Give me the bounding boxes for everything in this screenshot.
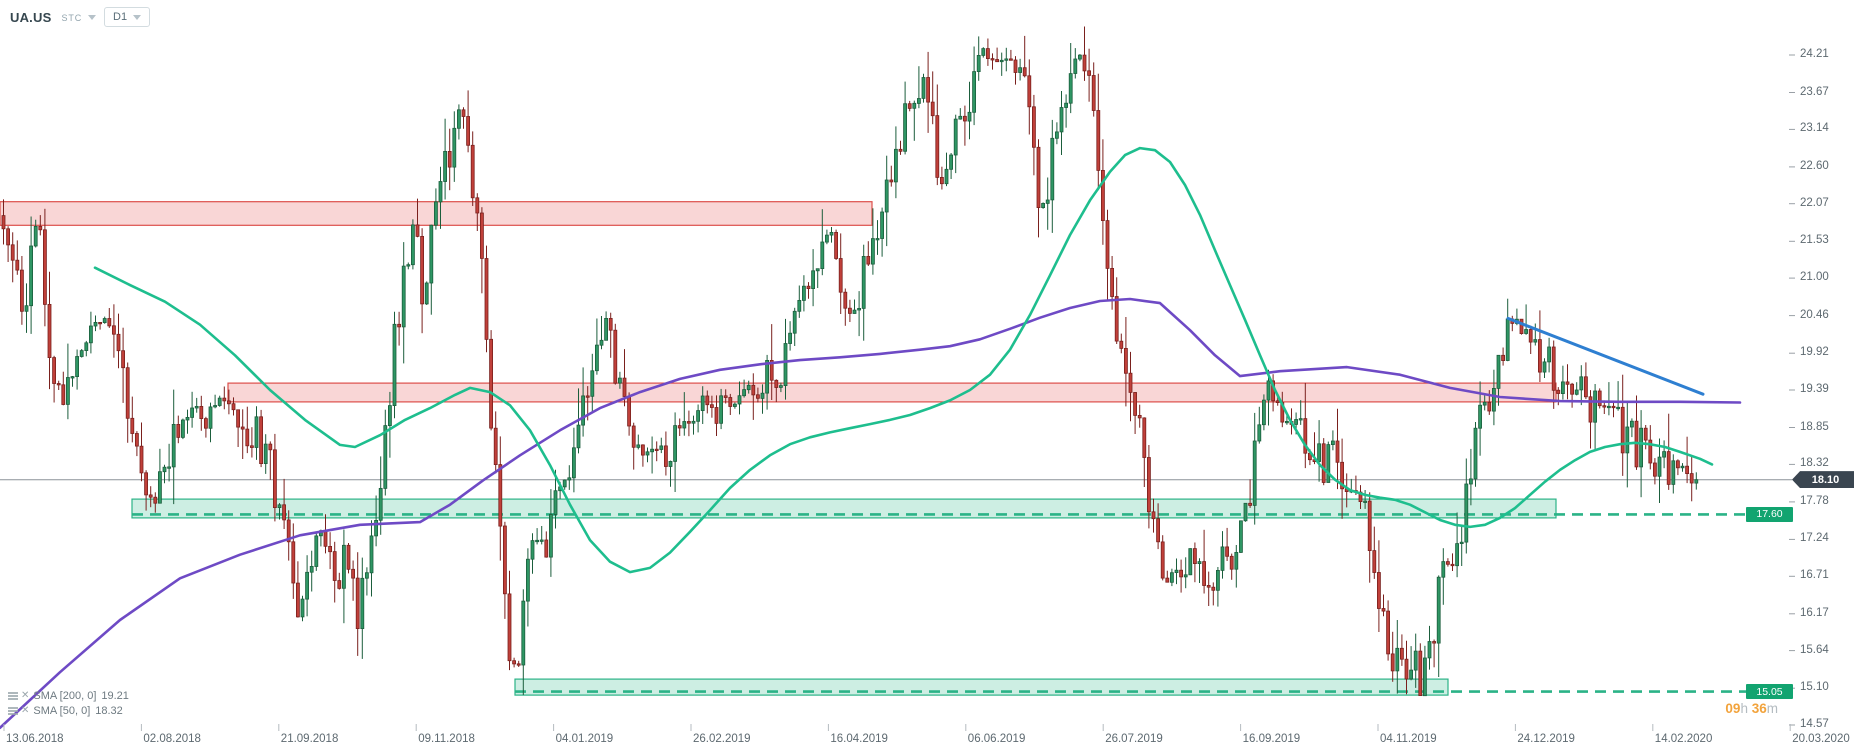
countdown-minutes: 36 bbox=[1751, 701, 1767, 716]
y-axis-tick-label: 23.14 bbox=[1800, 122, 1829, 135]
countdown-minutes-unit: m bbox=[1766, 701, 1778, 716]
x-axis-date-label: 13.06.2018 bbox=[6, 733, 64, 745]
x-axis-date-label: 04.11.2019 bbox=[1380, 733, 1437, 745]
y-axis-tick-label: 17.78 bbox=[1800, 494, 1829, 507]
y-axis-tick-label: 18.85 bbox=[1800, 420, 1829, 433]
y-axis-tick-label: 19.92 bbox=[1800, 346, 1829, 359]
countdown-hours: 09 bbox=[1725, 701, 1741, 716]
support-price-badge: 17.60 bbox=[1746, 506, 1793, 522]
x-axis-date-label: 06.06.2019 bbox=[967, 733, 1026, 745]
indicator-remove-icon[interactable]: ✕ bbox=[21, 705, 30, 716]
instrument-type-tag: STC bbox=[61, 12, 83, 23]
timeframe-caret-icon bbox=[133, 14, 142, 20]
y-axis-tick-label: 16.71 bbox=[1800, 569, 1829, 582]
y-axis-tick-label: 24.21 bbox=[1800, 48, 1829, 60]
support-price-badge: 15.05 bbox=[1746, 684, 1793, 700]
candles-layer bbox=[1, 26, 1699, 697]
timeframe-selector[interactable]: D1 bbox=[104, 7, 151, 27]
indicator-settings-icon[interactable] bbox=[8, 706, 18, 715]
x-axis-date-label: 16.09.2019 bbox=[1242, 733, 1301, 745]
y-axis-tick-label: 15.10 bbox=[1800, 681, 1829, 694]
x-axis-date-label: 20.03.2020 bbox=[1792, 733, 1850, 745]
support-zone[interactable] bbox=[514, 678, 1449, 696]
indicator-row-sma50: ✕ SMA [50, 0] 18.32 bbox=[8, 703, 129, 718]
timeframe-label: D1 bbox=[113, 11, 128, 23]
y-axis-tick-label: 23.67 bbox=[1800, 85, 1829, 98]
indicator-row-sma200: ✕ SMA [200, 0] 19.21 bbox=[8, 688, 129, 703]
x-axis-date-label: 09.11.2018 bbox=[418, 733, 475, 745]
resistance-zone[interactable] bbox=[227, 382, 1557, 403]
indicator-label: SMA [50, 0] bbox=[33, 704, 91, 717]
y-axis-tick-label: 15.64 bbox=[1800, 643, 1829, 656]
x-axis-date-label: 26.07.2019 bbox=[1105, 733, 1163, 745]
y-axis-tick-label: 22.07 bbox=[1800, 196, 1829, 209]
countdown-hours-unit: h bbox=[1740, 701, 1748, 716]
current-price-badge: 18.10 bbox=[1792, 471, 1854, 489]
indicator-remove-icon[interactable]: ✕ bbox=[21, 690, 30, 701]
sma200-line[interactable] bbox=[0, 297, 1742, 730]
symbol-label: UA.US bbox=[10, 10, 52, 25]
y-axis-tick-label: 20.46 bbox=[1800, 308, 1829, 321]
y-axis-tick-label: 14.57 bbox=[1800, 717, 1829, 730]
y-axis-tick-label: 18.32 bbox=[1800, 457, 1829, 470]
instrument-header: UA.US STC bbox=[10, 10, 97, 25]
x-axis-date-label: 02.08.2018 bbox=[143, 733, 201, 745]
indicator-value: 19.21 bbox=[101, 689, 129, 702]
x-axis-date-label: 16.04.2019 bbox=[830, 733, 888, 745]
y-axis-tick-label: 19.39 bbox=[1800, 383, 1829, 395]
x-axis-date-label: 04.01.2019 bbox=[555, 733, 614, 745]
symbol-dropdown-caret-icon[interactable] bbox=[88, 15, 97, 20]
y-axis-tick-label: 21.53 bbox=[1800, 234, 1829, 247]
indicator-value: 18.32 bbox=[95, 704, 123, 717]
trendline[interactable] bbox=[1506, 316, 1705, 396]
x-axis-date-label: 24.12.2019 bbox=[1517, 733, 1575, 745]
indicator-settings-icon[interactable] bbox=[8, 691, 18, 700]
indicator-legend: ✕ SMA [200, 0] 19.21 ✕ SMA [50, 0] 18.32 bbox=[8, 688, 129, 718]
candle-countdown: 09h 36m bbox=[1690, 701, 1778, 716]
indicator-label: SMA [200, 0] bbox=[33, 689, 97, 702]
y-axis-tick-label: 17.24 bbox=[1800, 532, 1829, 545]
x-axis-date-label: 26.02.2019 bbox=[693, 733, 751, 745]
sma50-line[interactable] bbox=[93, 146, 1714, 574]
y-axis-tick-label: 16.17 bbox=[1800, 606, 1829, 619]
y-axis-tick-label: 22.60 bbox=[1800, 159, 1829, 172]
x-axis-date-label: 14.02.2020 bbox=[1654, 733, 1713, 745]
y-axis-tick-label: 21.00 bbox=[1800, 271, 1829, 284]
x-axis-date-label: 21.09.2018 bbox=[280, 733, 339, 745]
